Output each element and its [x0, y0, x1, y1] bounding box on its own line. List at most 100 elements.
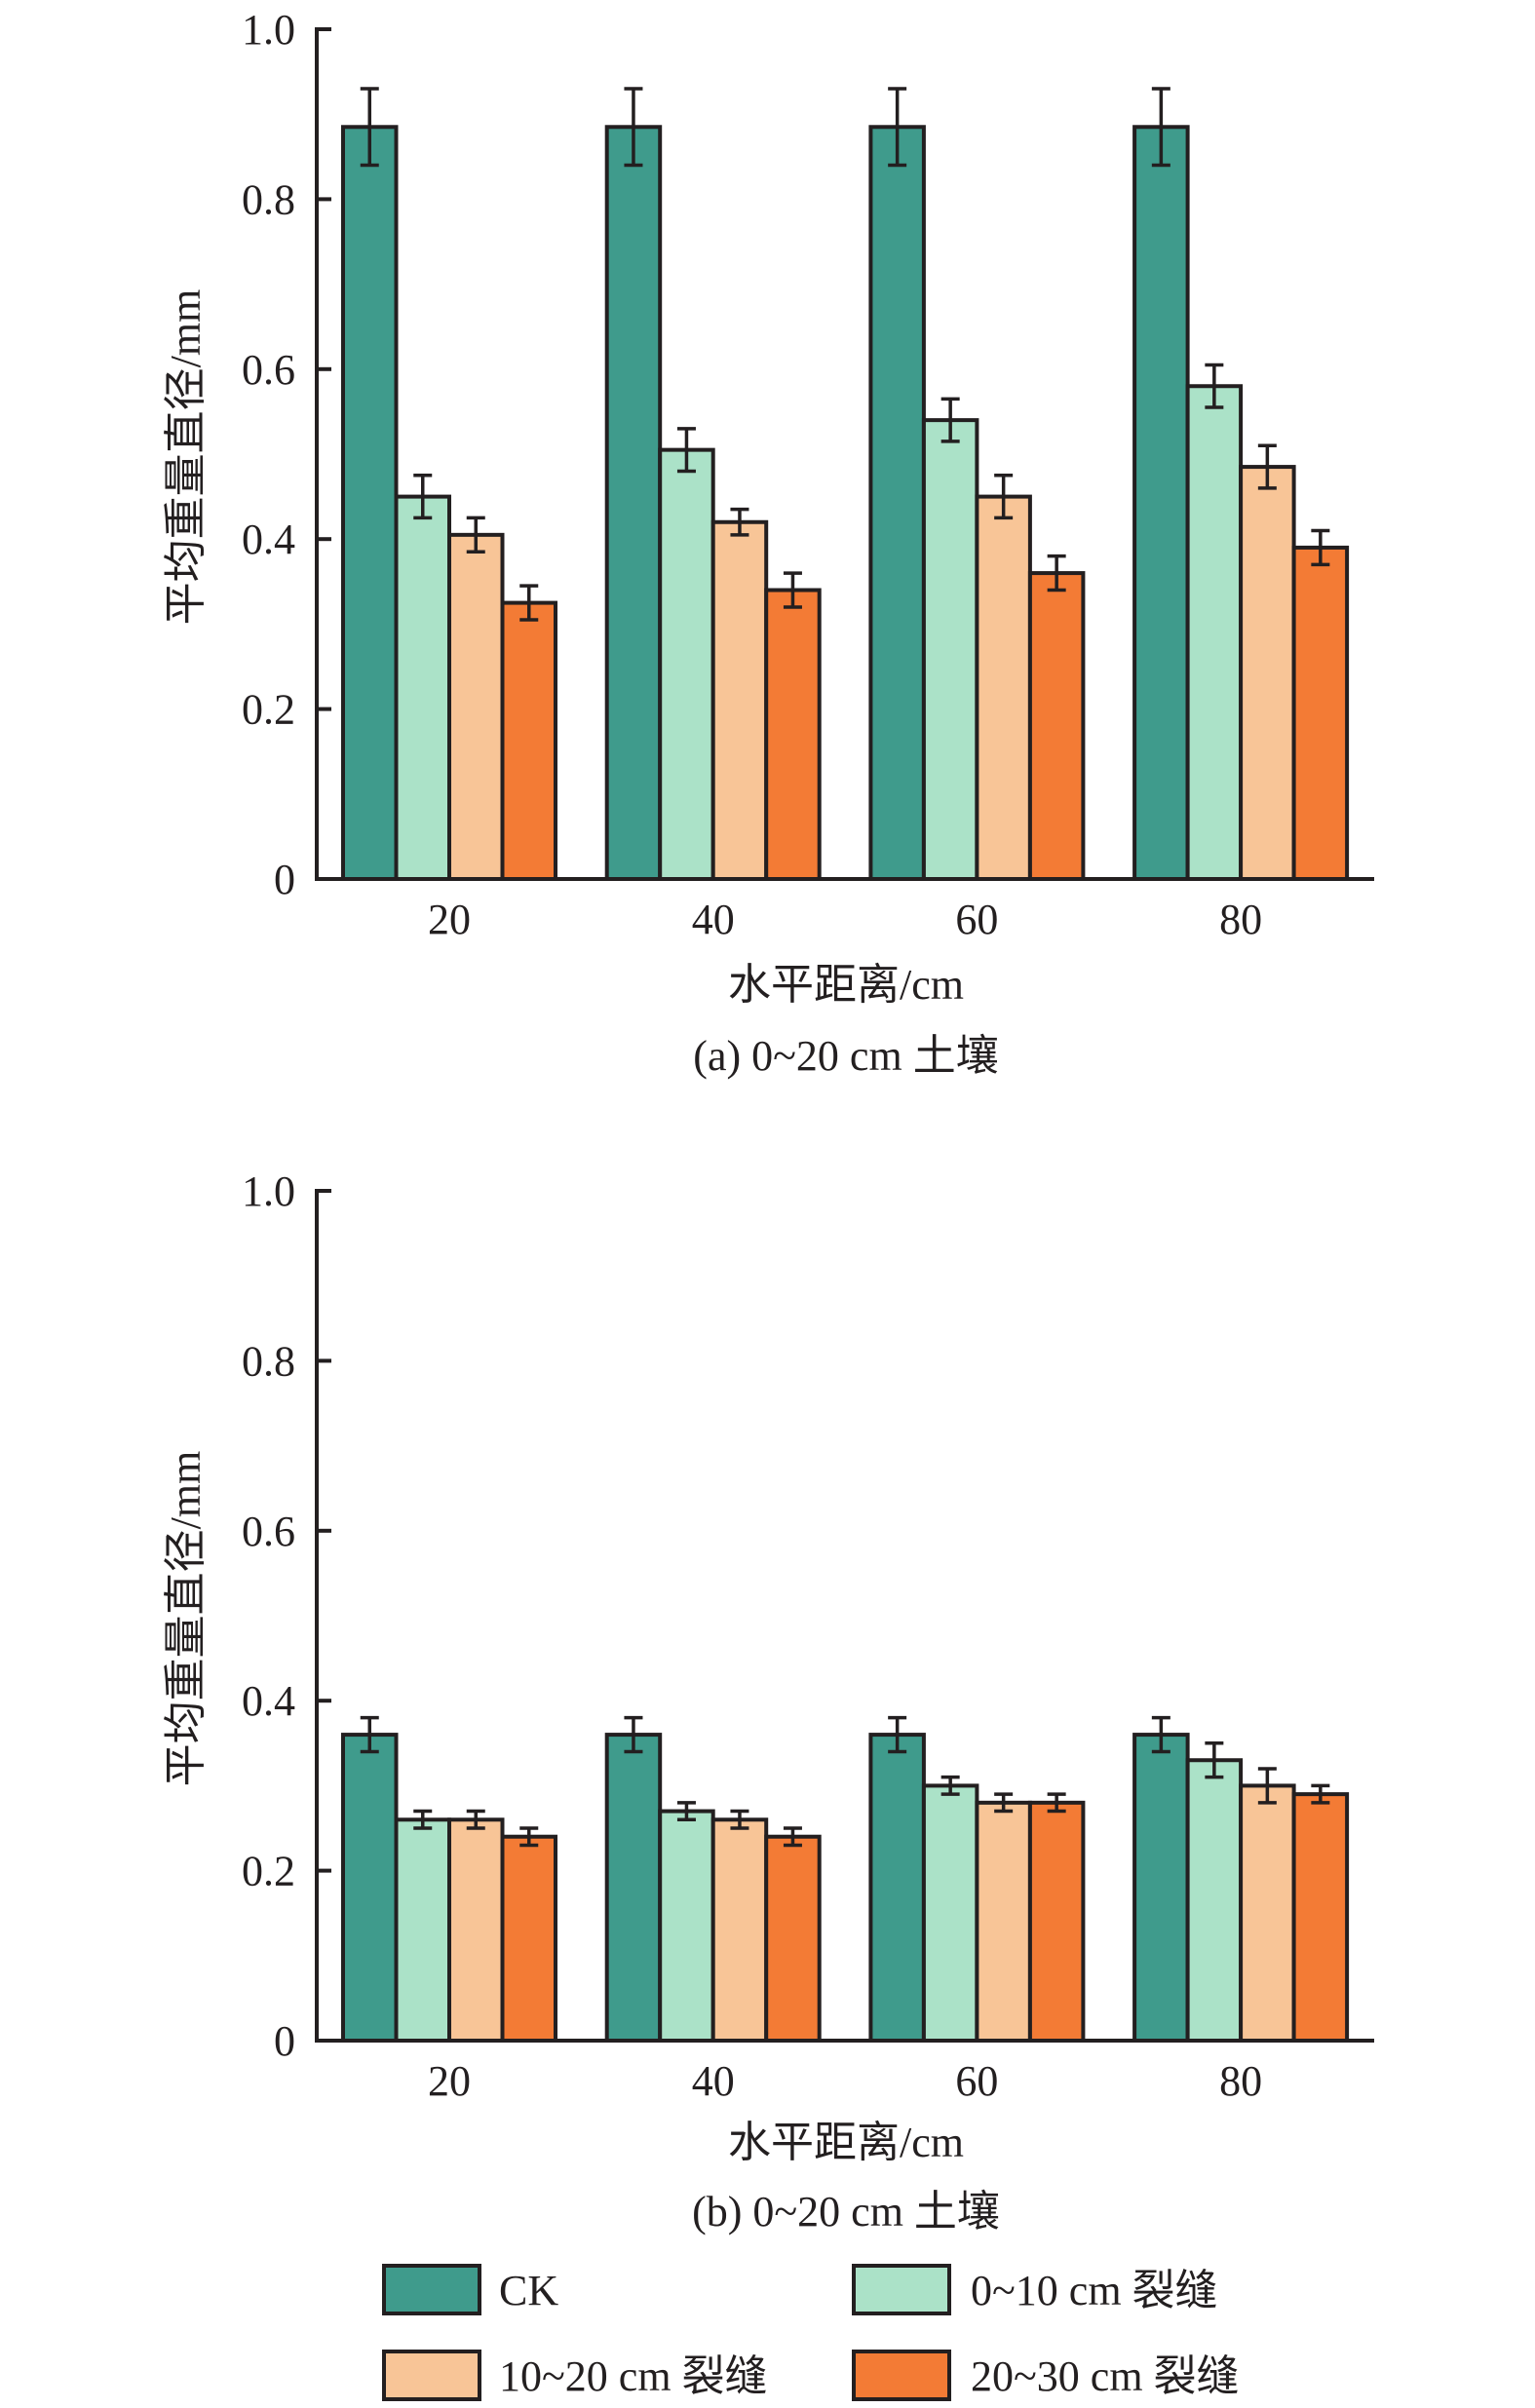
y-tick-label: 0	[274, 856, 295, 903]
bar-ck-60	[868, 125, 926, 881]
error-bar-20-30-40	[783, 1826, 802, 1848]
y-tick-label: 0.2	[242, 1848, 295, 1895]
legend-swatch-10-20	[382, 2350, 481, 2401]
error-bar-ck-20	[360, 87, 379, 168]
error-bar-20-30-60	[1047, 554, 1066, 592]
x-tick-label: 60	[955, 2057, 998, 2105]
x-tick-label: 80	[1219, 896, 1262, 943]
error-bar-20-30-80	[1311, 1783, 1330, 1805]
legend-label-20-30: 20~30 cm 裂缝	[971, 2352, 1240, 2400]
bar-20-30-80	[1291, 1792, 1350, 2043]
legend-swatch-ck	[382, 2264, 481, 2315]
bar-0-10-80	[1185, 1758, 1244, 2043]
bar-10-20-80	[1239, 465, 1296, 881]
chart-a-caption: (a) 0~20 cm 土壤	[693, 1032, 998, 1080]
legend-label-10-20: 10~20 cm 裂缝	[499, 2352, 768, 2400]
legend-item-ck: CK	[382, 2264, 558, 2315]
chart-b-axes: 0 0.2 0.4 0.6 0.8 1.0 20 40 60 80	[242, 1167, 1374, 2105]
x-tick-label: 40	[692, 2057, 735, 2105]
error-bar-0-10-20	[413, 1809, 433, 1830]
error-bar-10-20-20	[466, 516, 485, 554]
error-bar-10-20-60	[994, 1792, 1014, 1814]
chart-b-caption: (b) 0~20 cm 土壤	[692, 2188, 1000, 2236]
x-tick-label: 80	[1219, 2057, 1262, 2105]
bar-10-20-20	[447, 532, 505, 882]
error-bar-20-30-20	[519, 584, 539, 622]
error-bar-ck-20	[360, 1715, 379, 1754]
error-bar-0-10-60	[940, 1775, 960, 1796]
chart-a-axes: 0 0.2 0.4 0.6 0.8 1.0 20 40 60 80	[242, 6, 1374, 943]
error-bar-0-10-40	[676, 1801, 696, 1822]
chart-a-y-axis-title: 平均重量直径/mm	[162, 289, 210, 626]
legend-label-ck: CK	[499, 2267, 558, 2314]
error-bar-0-10-80	[1205, 1741, 1224, 1779]
error-bar-0-10-40	[676, 427, 696, 474]
bar-10-20-20	[447, 1817, 505, 2044]
y-tick-label: 0.4	[242, 516, 295, 563]
error-bar-10-20-80	[1257, 443, 1277, 490]
error-bar-20-30-20	[519, 1826, 539, 1848]
bar-20-30-40	[764, 1834, 822, 2043]
legend-swatch-0-10	[852, 2264, 951, 2315]
bar-10-20-60	[975, 1800, 1032, 2043]
error-bar-ck-40	[624, 1715, 643, 1754]
chart-b: 0 0.2 0.4 0.6 0.8 1.0 20 40 60 80 平均重量直径/mm 水平距离/…	[162, 1167, 1374, 2236]
bar-10-20-60	[975, 494, 1032, 881]
bar-0-10-60	[921, 418, 979, 881]
error-bar-ck-80	[1151, 87, 1170, 168]
bar-20-30-60	[1027, 571, 1086, 882]
legend-swatch-20-30	[852, 2350, 951, 2401]
chart-a-marks	[341, 87, 1350, 882]
error-bar-ck-40	[624, 87, 643, 168]
bar-20-30-20	[500, 600, 557, 881]
y-tick-label: 0	[274, 2017, 295, 2065]
y-tick-label: 0.6	[242, 346, 295, 394]
y-tick-label: 0.4	[242, 1677, 295, 1725]
y-tick-label: 1.0	[242, 6, 295, 54]
x-tick-label: 40	[692, 896, 735, 943]
bar-0-10-20	[394, 494, 451, 881]
y-tick-label: 0.2	[242, 686, 295, 734]
bar-10-20-80	[1239, 1783, 1296, 2044]
error-bar-0-10-80	[1205, 363, 1224, 409]
legend-item-20-30: 20~30 cm 裂缝	[852, 2350, 1240, 2401]
y-tick-label: 0.6	[242, 1508, 295, 1555]
bar-ck-80	[1132, 125, 1190, 881]
bar-ck-20	[341, 1733, 399, 2043]
bar-10-20-40	[710, 1817, 769, 2044]
bar-0-10-80	[1185, 384, 1244, 881]
chart-b-marks	[341, 1715, 1350, 2044]
bar-20-30-40	[764, 588, 822, 882]
error-bar-10-20-20	[466, 1809, 485, 1830]
bar-0-10-40	[658, 1809, 715, 2044]
error-bar-20-30-40	[783, 571, 802, 609]
error-bar-10-20-40	[730, 507, 749, 537]
legend-label-0-10: 0~10 cm 裂缝	[971, 2267, 1218, 2314]
error-bar-10-20-40	[730, 1809, 749, 1830]
x-tick-label: 60	[955, 896, 998, 943]
chart-a: 0 0.2 0.4 0.6 0.8 1.0 20 40 60 80 平均重量直径/mm 水平距离/…	[162, 6, 1374, 1080]
chart-b-x-axis-title: 水平距离/cm	[728, 2119, 964, 2166]
y-tick-label: 0.8	[242, 175, 295, 223]
bar-20-30-20	[500, 1834, 557, 2043]
bar-0-10-40	[658, 447, 715, 881]
error-bar-10-20-60	[994, 474, 1014, 520]
error-bar-20-30-80	[1311, 528, 1330, 567]
y-tick-label: 0.8	[242, 1337, 295, 1385]
legend-item-0-10: 0~10 cm 裂缝	[852, 2264, 1218, 2315]
x-tick-label: 20	[428, 896, 471, 943]
error-bar-0-10-20	[413, 474, 433, 520]
error-bar-ck-60	[888, 1715, 907, 1754]
bar-ck-40	[604, 125, 663, 881]
bar-ck-60	[868, 1733, 926, 2043]
bar-20-30-80	[1291, 545, 1350, 881]
error-bar-ck-80	[1151, 1715, 1170, 1754]
bar-10-20-40	[710, 519, 769, 881]
error-bar-20-30-60	[1047, 1792, 1066, 1814]
chart-b-y-axis-title: 平均重量直径/mm	[162, 1451, 210, 1787]
x-tick-label: 20	[428, 2057, 471, 2105]
y-tick-label: 1.0	[242, 1167, 295, 1215]
bar-ck-20	[341, 125, 399, 881]
bar-ck-80	[1132, 1733, 1190, 2043]
